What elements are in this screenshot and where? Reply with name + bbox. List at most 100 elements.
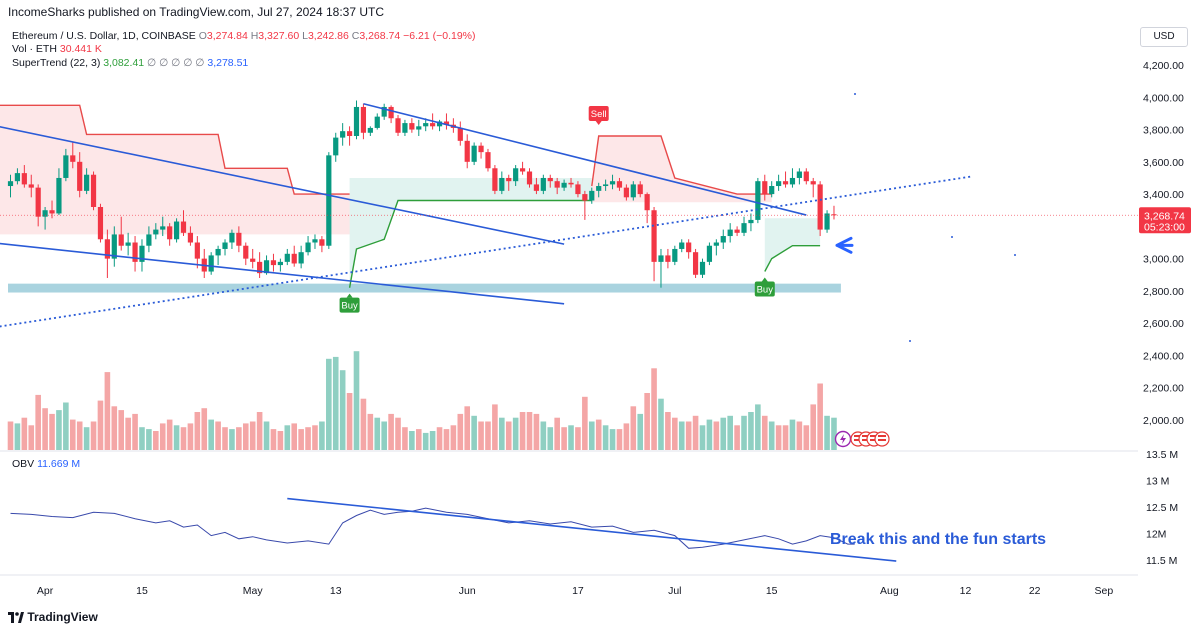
candle-body[interactable] <box>132 242 138 262</box>
candle-body[interactable] <box>651 210 657 262</box>
candle-body[interactable] <box>423 123 429 127</box>
candle-body[interactable] <box>395 118 401 133</box>
candle-body[interactable] <box>298 252 304 264</box>
candle-body[interactable] <box>97 207 104 240</box>
rising-support-dotted[interactable] <box>0 175 973 328</box>
candle-body[interactable] <box>270 260 277 266</box>
candle-body[interactable] <box>326 155 332 246</box>
candle-body[interactable] <box>706 245 713 262</box>
volume-label[interactable]: Vol · ETH <box>12 43 57 55</box>
candle-body[interactable] <box>609 181 616 185</box>
candle-body[interactable] <box>506 177 512 182</box>
candle-body[interactable] <box>194 242 200 259</box>
candle-body[interactable] <box>443 121 450 125</box>
candle-body[interactable] <box>713 242 719 246</box>
buy-signal-badge[interactable] <box>339 297 360 313</box>
candle-body[interactable] <box>727 229 733 237</box>
candle-body[interactable] <box>180 221 187 233</box>
candle-body[interactable] <box>208 255 214 272</box>
candle-body[interactable] <box>14 173 21 182</box>
candle-body[interactable] <box>402 123 408 133</box>
candle-body[interactable] <box>84 174 90 191</box>
falling-channel-upper[interactable] <box>0 125 565 245</box>
candle-body[interactable] <box>28 184 34 188</box>
candle-body[interactable] <box>658 255 664 262</box>
candle-body[interactable] <box>125 242 131 246</box>
candle-body[interactable] <box>56 177 62 214</box>
candle-body[interactable] <box>63 155 69 178</box>
candle-body[interactable] <box>789 177 796 185</box>
candle-body[interactable] <box>160 226 166 230</box>
candle-body[interactable] <box>153 229 159 235</box>
candle-body[interactable] <box>409 123 415 130</box>
candle-body[interactable] <box>824 213 830 230</box>
candle-body[interactable] <box>167 226 173 240</box>
candle-body[interactable] <box>831 214 837 216</box>
candle-body[interactable] <box>630 184 636 198</box>
candle-body[interactable] <box>513 168 519 182</box>
supertrend-label[interactable]: SuperTrend (22, 3) <box>12 57 101 69</box>
candle-body[interactable] <box>547 177 553 182</box>
candle-body[interactable] <box>464 140 470 162</box>
candle-body[interactable] <box>796 171 802 178</box>
candle-body[interactable] <box>319 239 325 246</box>
candle-body[interactable] <box>616 181 623 188</box>
candle-body[interactable] <box>173 221 180 240</box>
candle-body[interactable] <box>803 171 809 182</box>
candle-body[interactable] <box>104 239 110 259</box>
falling-channel-lower[interactable] <box>0 242 565 305</box>
candle-body[interactable] <box>575 184 581 195</box>
candle-body[interactable] <box>367 127 373 133</box>
candle-body[interactable] <box>589 190 595 201</box>
candle-body[interactable] <box>118 234 124 246</box>
candle-body[interactable] <box>35 187 41 217</box>
candle-body[interactable] <box>492 168 498 191</box>
candle-body[interactable] <box>561 182 567 188</box>
candle-body[interactable] <box>769 186 775 195</box>
candle-body[interactable] <box>229 232 235 243</box>
buy-signal-badge[interactable] <box>754 281 775 297</box>
candle-body[interactable] <box>21 173 27 185</box>
obv-label[interactable]: OBV <box>12 458 35 470</box>
candle-body[interactable] <box>692 252 699 275</box>
candle-body[interactable] <box>236 232 242 246</box>
candle-body[interactable] <box>644 194 650 211</box>
candle-body[interactable] <box>533 184 540 191</box>
candle-body[interactable] <box>817 184 823 230</box>
candle-body[interactable] <box>568 182 574 185</box>
candle-body[interactable] <box>340 131 346 138</box>
candle-body[interactable] <box>499 177 505 191</box>
candle-body[interactable] <box>139 245 145 262</box>
sell-signal-badge[interactable] <box>588 106 609 121</box>
candle-body[interactable] <box>720 236 726 243</box>
candle-body[interactable] <box>699 261 706 275</box>
candle-body[interactable] <box>471 145 477 162</box>
candle-body[interactable] <box>478 145 484 153</box>
tradingview-brand[interactable]: TradingView <box>8 610 98 624</box>
candle-body[interactable] <box>554 181 560 188</box>
obv-resistance-line[interactable] <box>287 497 897 562</box>
candle-body[interactable] <box>277 261 283 266</box>
candle-body[interactable] <box>49 210 55 214</box>
candle-body[interactable] <box>686 242 692 253</box>
candle-body[interactable] <box>623 187 629 198</box>
candle-body[interactable] <box>457 127 463 141</box>
candle-body[interactable] <box>305 242 311 253</box>
candle-body[interactable] <box>284 253 290 262</box>
candle-body[interactable] <box>353 106 360 136</box>
candle-body[interactable] <box>672 248 678 262</box>
candle-body[interactable] <box>360 106 367 133</box>
candle-body[interactable] <box>7 181 14 187</box>
wedge-resistance[interactable] <box>363 102 807 216</box>
candle-body[interactable] <box>388 106 394 119</box>
candle-body[interactable] <box>596 186 602 191</box>
candle-body[interactable] <box>77 161 83 191</box>
candle-body[interactable] <box>603 184 609 187</box>
candle-body[interactable] <box>90 174 97 207</box>
candle-body[interactable] <box>215 248 221 256</box>
currency-button[interactable]: USD <box>1140 27 1188 47</box>
candle-body[interactable] <box>776 181 782 187</box>
candle-body[interactable] <box>436 121 443 127</box>
candle-body[interactable] <box>42 210 48 217</box>
